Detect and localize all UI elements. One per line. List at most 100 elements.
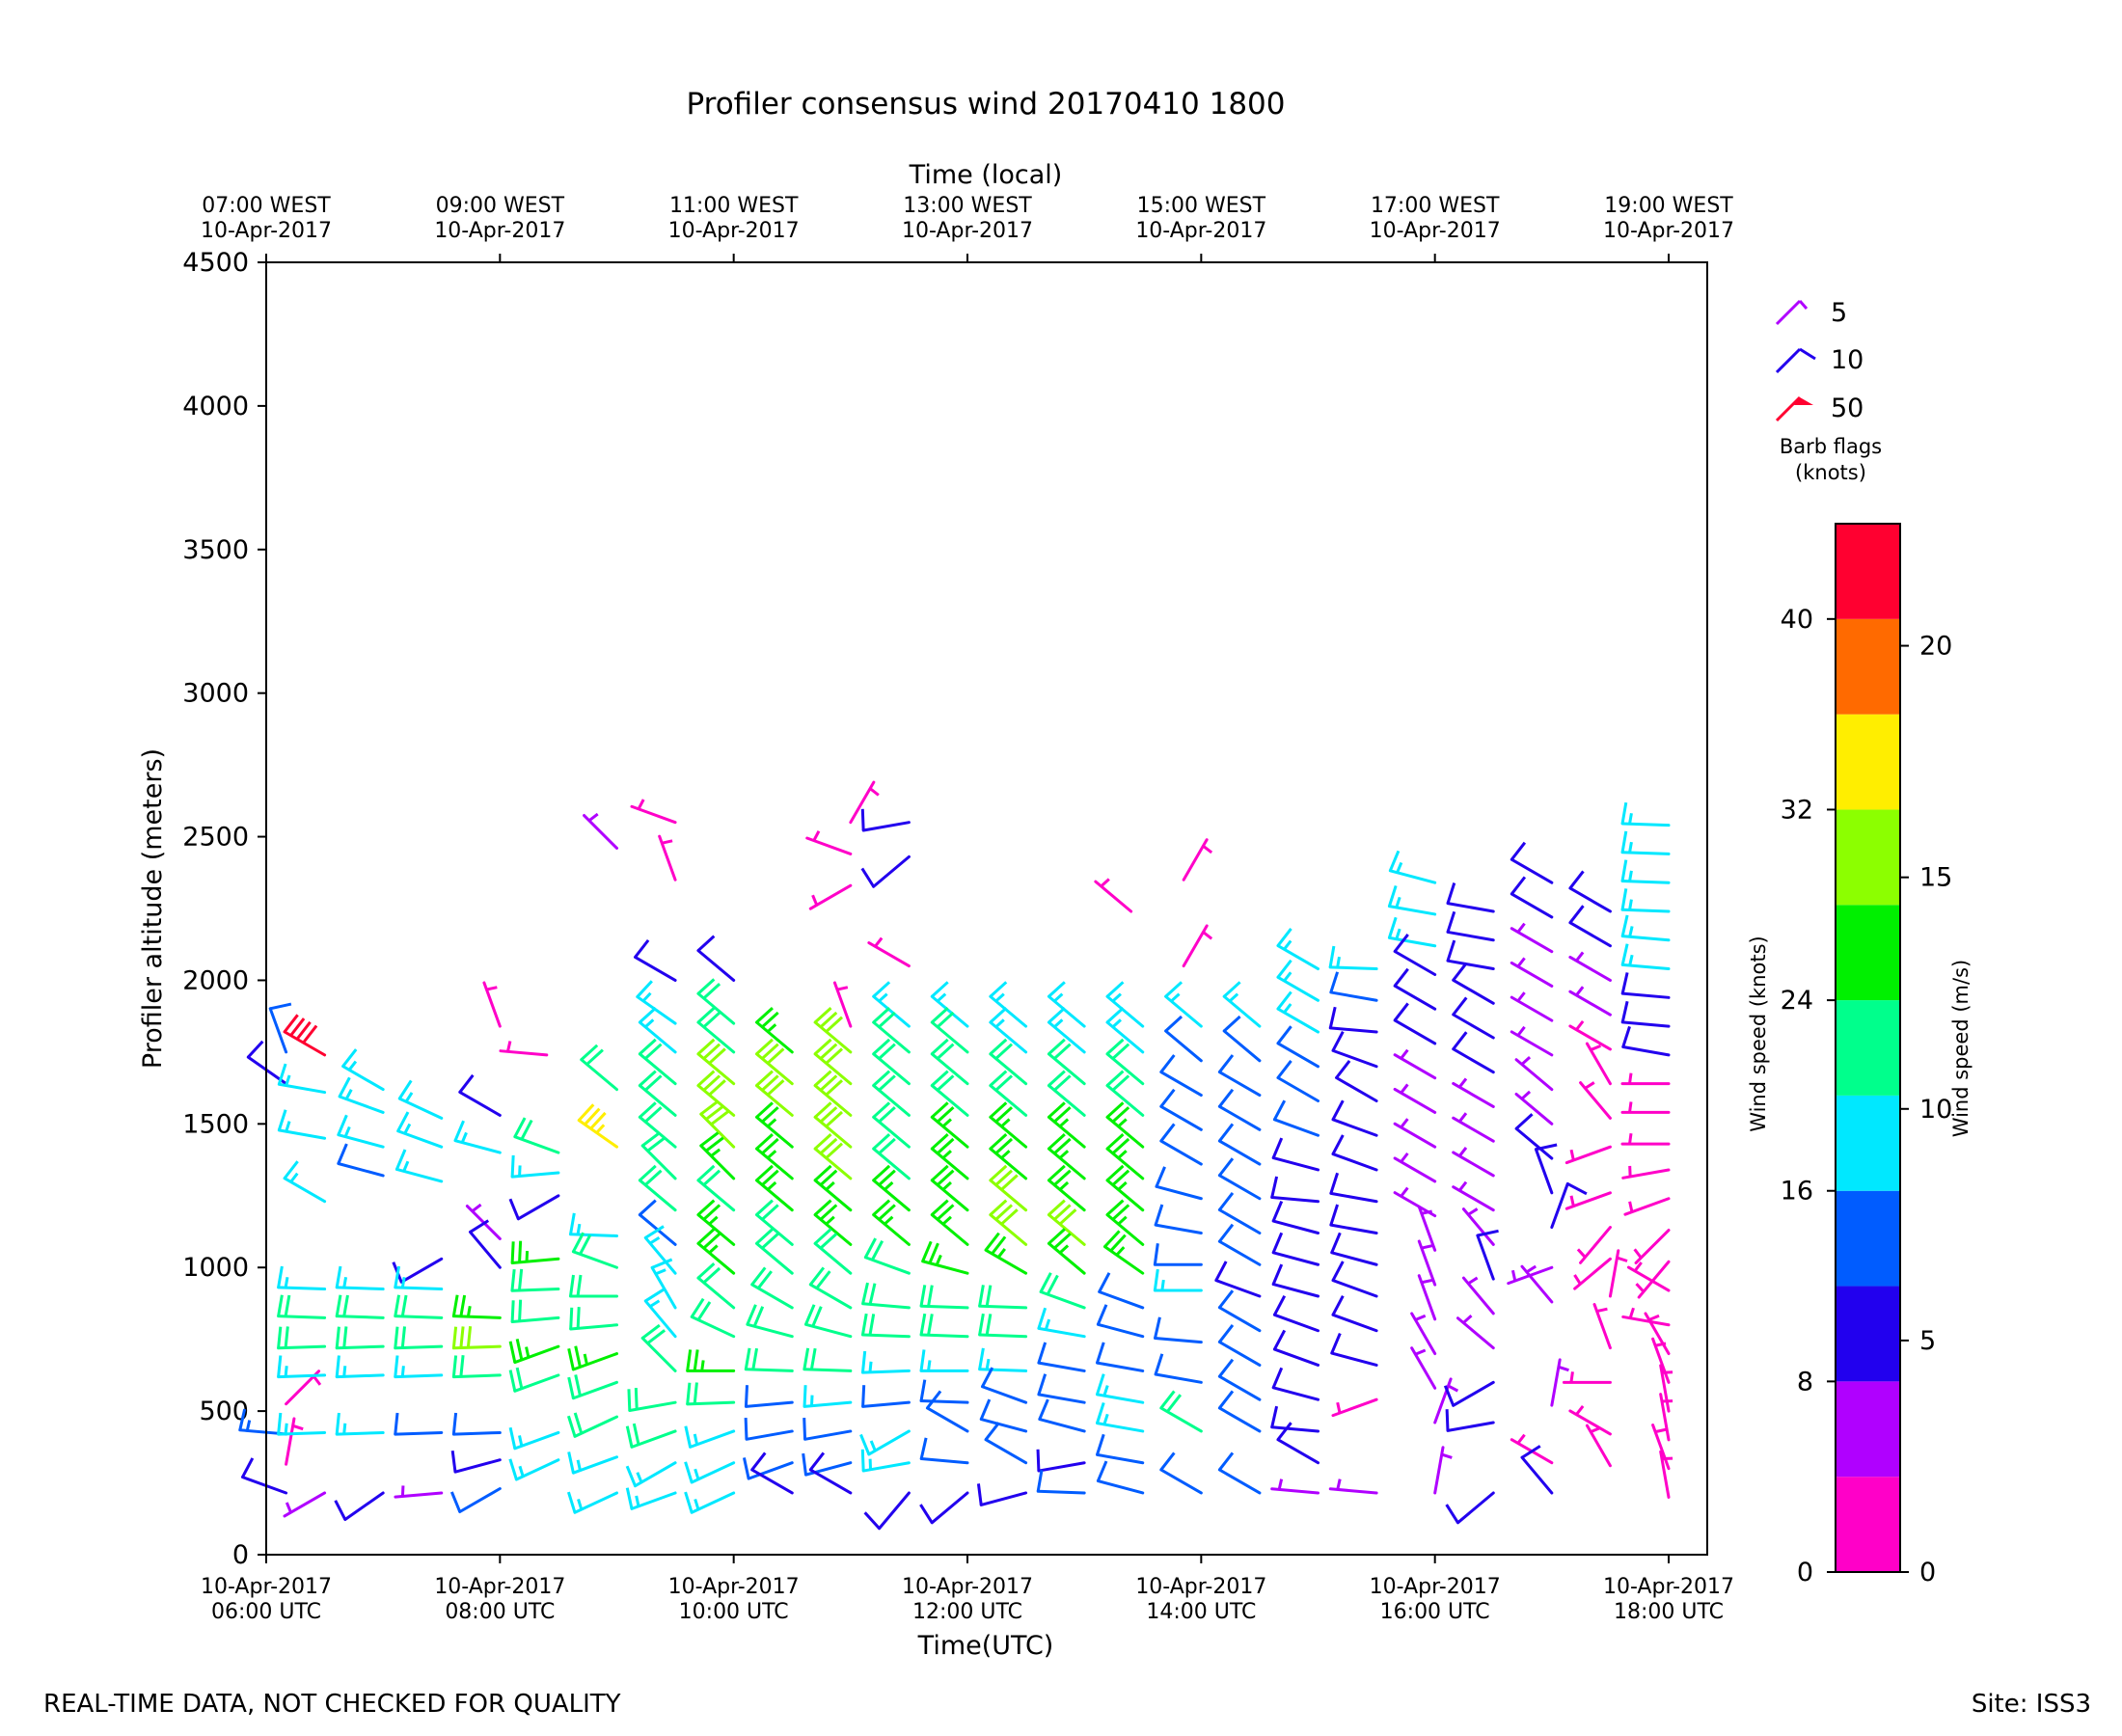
- wind-barb: [394, 1326, 444, 1350]
- wind-barb: [1047, 1133, 1086, 1180]
- wind-barb: [283, 1014, 327, 1057]
- wind-barb: [989, 1164, 1028, 1212]
- wind-barb: [636, 980, 677, 1025]
- wind-barb: [696, 1228, 736, 1275]
- wind-barb: [569, 1212, 619, 1237]
- wind-barb: [989, 1006, 1028, 1054]
- wind-barb: [1393, 1048, 1437, 1080]
- wind-barb: [976, 1483, 1028, 1506]
- wind-barb: [450, 1450, 502, 1474]
- wind-barb: [1620, 943, 1671, 971]
- wind-barb: [930, 1133, 969, 1180]
- y-tick-label: 0: [232, 1540, 249, 1570]
- wind-barb: [1038, 1398, 1086, 1433]
- wind-barb: [1520, 1264, 1554, 1304]
- colorbar-label-ms: Wind speed (m/s): [1949, 960, 1972, 1137]
- wind-barb: [1446, 882, 1495, 913]
- wind-barb: [1452, 1077, 1495, 1108]
- wind-barb: [625, 1487, 677, 1510]
- wind-barb: [1335, 1060, 1378, 1103]
- wind-barb: [638, 1070, 677, 1117]
- footer-site: Site: ISS3: [1972, 1690, 2091, 1719]
- wind-barb: [930, 1164, 969, 1212]
- wind-barb: [458, 1073, 502, 1117]
- wind-barb: [1393, 1118, 1437, 1149]
- wind-barb: [984, 1422, 1028, 1465]
- wind-barb: [832, 981, 853, 1028]
- wind-barb: [1105, 1199, 1145, 1246]
- wind-barb: [863, 1491, 911, 1531]
- wind-barb: [978, 1347, 1028, 1372]
- wind-barb: [930, 1038, 969, 1086]
- colorbar-label-knots: Wind speed (knots): [1747, 936, 1770, 1131]
- wind-barb: [1276, 1060, 1320, 1103]
- wind-barb: [1217, 1390, 1262, 1433]
- wind-barb: [1217, 1451, 1262, 1495]
- wind-barb: [1102, 1230, 1145, 1275]
- bottom-tick-label-time: 10:00 UTC: [679, 1600, 789, 1624]
- wind-barb: [1330, 1332, 1378, 1367]
- y-tick-label: 2000: [182, 965, 249, 995]
- wind-barb: [754, 1038, 794, 1086]
- wind-barb: [1568, 1019, 1612, 1051]
- wind-barb: [861, 1385, 911, 1408]
- wind-barb: [625, 1423, 677, 1449]
- wind-barb: [1620, 859, 1671, 884]
- wind-barb: [451, 1412, 502, 1436]
- wind-barb: [1276, 928, 1320, 971]
- wind-barb: [1095, 1433, 1145, 1465]
- wind-barb: [1623, 1197, 1671, 1216]
- bottom-tick-label-date: 10-Apr-2017: [201, 1575, 332, 1599]
- wind-barb: [803, 1385, 853, 1408]
- wind-barb: [396, 1111, 444, 1149]
- wind-barb: [1387, 916, 1437, 948]
- wind-barb: [482, 981, 502, 1028]
- wind-barb: [638, 1101, 677, 1149]
- wind-barb: [510, 1240, 560, 1264]
- colorbar-segment: [1836, 905, 1900, 1001]
- y-axis-label: Profiler altitude (meters): [138, 748, 168, 1069]
- bottom-tick-label-time: 08:00 UTC: [445, 1600, 555, 1624]
- wind-barb: [1105, 1006, 1145, 1054]
- wind-barb: [808, 1451, 853, 1495]
- colorbar-tick-label-knots: 24: [1781, 986, 1813, 1016]
- wind-barb: [392, 1257, 444, 1284]
- top-tick-label-time: 13:00 WEST: [903, 194, 1032, 218]
- wind-barb: [283, 1160, 327, 1204]
- wind-barb: [1047, 1164, 1086, 1212]
- wind-barb: [1096, 1304, 1145, 1339]
- wind-barb: [1651, 1424, 1671, 1471]
- wind-barb: [569, 1307, 619, 1331]
- wind-barb: [872, 1101, 911, 1149]
- wind-barb: [1520, 1445, 1554, 1495]
- wind-barb: [1417, 1274, 1437, 1321]
- wind-barb: [341, 1048, 385, 1092]
- colorbar-segment: [1836, 1000, 1900, 1096]
- wind-barb: [1452, 1112, 1495, 1143]
- wind-barb: [453, 1120, 502, 1154]
- wind-barb: [930, 1199, 969, 1246]
- wind-barb: [1452, 1180, 1495, 1212]
- wind-barb: [394, 1265, 444, 1291]
- legend-barb-5: [1775, 299, 1809, 326]
- wind-barb: [754, 1101, 794, 1149]
- wind-barb: [1331, 1397, 1378, 1418]
- wind-barb: [1270, 1478, 1320, 1495]
- wind-barb: [1568, 1404, 1612, 1436]
- wind-barb: [638, 1038, 677, 1086]
- wind-barb: [750, 1266, 794, 1310]
- colorbar-segment: [1836, 1190, 1900, 1287]
- wind-barb: [750, 1451, 794, 1495]
- wind-barb: [508, 1458, 560, 1481]
- wind-barb: [1585, 1042, 1612, 1086]
- wind-barb: [567, 1374, 619, 1400]
- wind-barb: [1047, 1006, 1086, 1054]
- wind-barb: [449, 1487, 502, 1514]
- wind-barb: [696, 1199, 736, 1246]
- footer-quality-note: REAL-TIME DATA, NOT CHECKED FOR QUALITY: [43, 1690, 621, 1719]
- wind-barb: [989, 1199, 1028, 1246]
- wind-barb: [1047, 1038, 1086, 1086]
- wind-barb: [394, 1412, 444, 1436]
- y-tick-label: 3500: [182, 535, 249, 565]
- wind-barb: [1620, 830, 1671, 855]
